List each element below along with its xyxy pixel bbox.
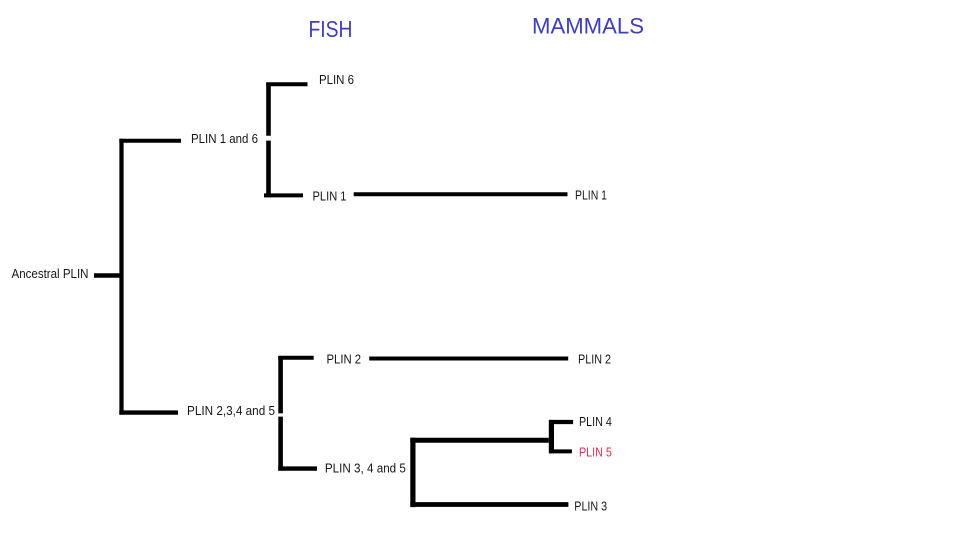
svg-text:PLIN 4: PLIN 4	[579, 414, 612, 429]
svg-text:PLIN 1 and 6: PLIN 1 and 6	[191, 131, 258, 146]
svg-text:PLIN 3: PLIN 3	[574, 498, 607, 513]
svg-text:PLIN 2: PLIN 2	[327, 352, 362, 367]
svg-text:PLIN 6: PLIN 6	[319, 72, 354, 87]
svg-text:PLIN 2: PLIN 2	[578, 352, 611, 367]
svg-text:FISH: FISH	[309, 16, 353, 42]
svg-text:Ancestral PLIN: Ancestral PLIN	[12, 266, 89, 281]
svg-text:MAMMALS: MAMMALS	[532, 13, 644, 38]
svg-text:PLIN 3, 4 and 5: PLIN 3, 4 and 5	[325, 461, 406, 476]
svg-text:PLIN 5: PLIN 5	[579, 444, 612, 459]
svg-text:PLIN 1: PLIN 1	[313, 188, 347, 203]
svg-text:PLIN 1: PLIN 1	[575, 187, 607, 202]
svg-text:PLIN 2,3,4 and 5: PLIN 2,3,4 and 5	[187, 403, 275, 418]
